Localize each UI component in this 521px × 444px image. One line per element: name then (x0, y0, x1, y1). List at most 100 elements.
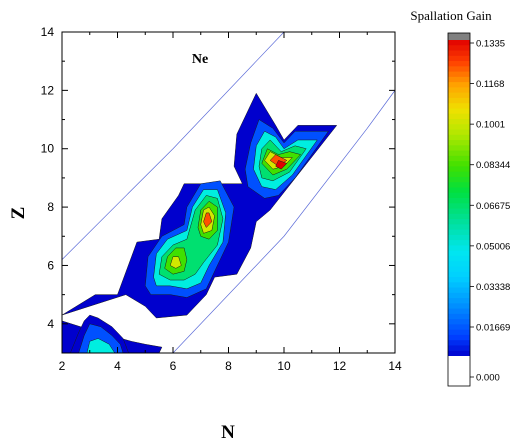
contour-regions (62, 93, 337, 353)
colorbar-band (448, 182, 470, 189)
y-tick-label: 8 (47, 200, 54, 214)
colorbar-band (448, 108, 470, 115)
colorbar-tick-label: 0.01669 (476, 323, 510, 334)
colorbar-band (448, 229, 470, 236)
colorbar-band (448, 234, 470, 241)
colorbar-band (448, 282, 470, 289)
colorbar-title: Spallation Gain (410, 8, 492, 23)
x-tick-label: 8 (225, 359, 232, 373)
colorbar-band (448, 161, 470, 167)
colorbar-band (448, 245, 470, 252)
colorbar-band (448, 61, 470, 67)
colorbar-band (448, 308, 470, 315)
contour-region (169, 256, 182, 269)
axes: 2 4 6 8 10 12 14 4 6 8 10 12 14 (41, 25, 402, 373)
colorbar-band (448, 192, 470, 199)
colorbar-band (448, 176, 470, 183)
colorbar-frame (447, 32, 471, 387)
colorbar-band (448, 240, 470, 246)
colorbar-tick-label: 0.1001 (476, 120, 505, 131)
colorbar-band (448, 313, 470, 320)
colorbar-tick-label: 0.08344 (476, 160, 510, 171)
colorbar-band (448, 45, 470, 52)
y-axis-title: Z (8, 207, 29, 220)
colorbar-over-swatch (448, 33, 470, 40)
y-tick-label: 6 (47, 258, 54, 272)
contour-region (203, 212, 213, 228)
colorbar-band (448, 40, 470, 46)
colorbar-band (448, 261, 470, 268)
colorbar-band (448, 155, 470, 162)
colorbar-band (448, 198, 470, 204)
colorbar-band (448, 271, 470, 278)
colorbar-band (448, 345, 470, 352)
colorbar-band (448, 224, 470, 231)
colorbar-band (448, 87, 470, 94)
x-tick-label: 10 (277, 359, 291, 373)
y-tick-label: 12 (41, 83, 55, 97)
colorbar-tick-label: 0.03338 (476, 282, 510, 293)
colorbar-band (448, 266, 470, 273)
y-tick-label: 4 (47, 317, 54, 331)
colorbar-band (448, 166, 470, 173)
x-tick-label: 4 (114, 359, 121, 373)
colorbar-zero-swatch (448, 356, 470, 386)
y-tick-label: 14 (41, 25, 55, 39)
colorbar-tick-label: 0.000 (476, 373, 500, 384)
colorbar-band (448, 145, 470, 152)
colorbar-band (448, 92, 470, 99)
colorbar-band (448, 134, 470, 141)
colorbar-band (448, 71, 470, 78)
colorbar-band (448, 113, 470, 120)
colorbar-tick-label: 0.1335 (476, 39, 505, 50)
colorbar-band (448, 66, 470, 73)
colorbar-band (448, 76, 470, 83)
colorbar-band (448, 208, 470, 215)
y-tick-label: 10 (41, 142, 55, 156)
colorbar-band (448, 124, 470, 131)
colorbar-band (448, 298, 470, 304)
colorbar-band (448, 150, 470, 157)
guide-line-0 (62, 32, 285, 260)
colorbar-band (448, 97, 470, 104)
colorbar-band (448, 334, 470, 341)
colorbar-band (448, 119, 470, 125)
x-tick-label: 14 (388, 359, 402, 373)
colorbar-band (448, 287, 470, 294)
colorbar-tick-label: 0.1168 (476, 79, 504, 90)
colorbar-band (448, 203, 470, 210)
colorbar-band (448, 82, 470, 88)
x-tick-label: 6 (170, 359, 177, 373)
colorbar-band (448, 350, 470, 357)
colorbar-band (448, 250, 470, 257)
colorbar-band (448, 292, 470, 299)
colorbar-band (448, 103, 470, 110)
colorbar-tick-label: 0.06675 (476, 201, 510, 212)
contour-region (275, 160, 288, 170)
colorbar-band (448, 303, 470, 310)
colorbar-band (448, 140, 470, 146)
colorbar-band (448, 340, 470, 347)
colorbar-band (448, 50, 470, 57)
colorbar-band (448, 277, 470, 283)
nucleus-annotation: Ne (192, 52, 208, 67)
contour-region (86, 338, 115, 353)
colorbar-band (448, 55, 470, 62)
colorbar-band (448, 219, 470, 225)
x-tick-label: 2 (59, 359, 66, 373)
colorbar-tick-label: 0.05006 (476, 241, 510, 252)
colorbar-band (448, 324, 470, 331)
colorbar-band (448, 319, 470, 325)
colorbar-band (448, 171, 470, 178)
guide-line-1 (172, 90, 395, 353)
colorbar-band (448, 129, 470, 136)
colorbar: 0.000 0.01669 0.03338 0.05006 0.06675 0.08344… (447, 32, 510, 387)
x-axis-title: N (221, 422, 235, 443)
guide-lines (62, 32, 395, 353)
x-tick-label: 12 (333, 359, 347, 373)
colorbar-band (448, 255, 470, 262)
colorbar-band (448, 187, 470, 194)
colorbar-band (448, 329, 470, 336)
colorbar-band (448, 213, 470, 220)
